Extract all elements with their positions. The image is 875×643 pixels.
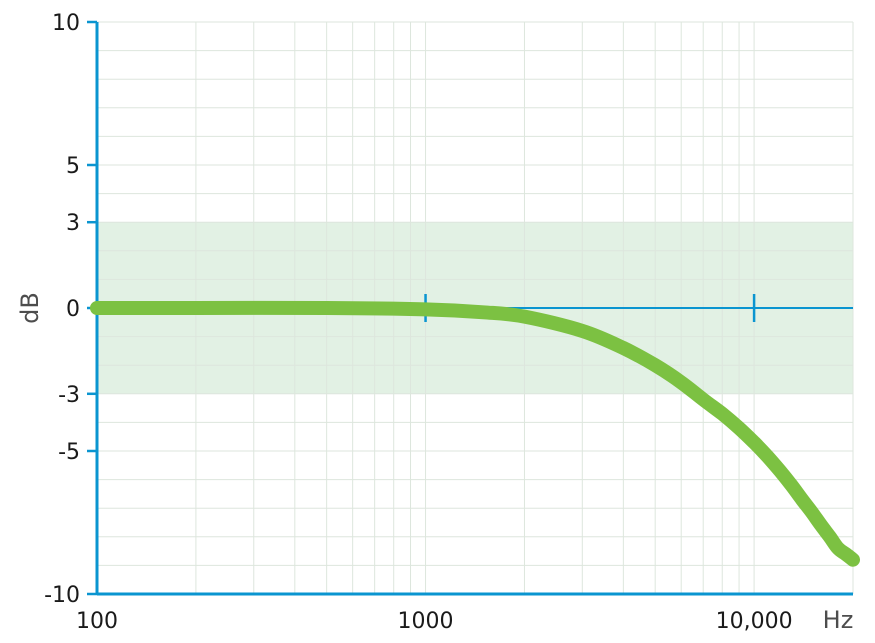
- y-tick-label: -10: [44, 583, 80, 608]
- y-tick-label: -5: [58, 440, 80, 465]
- y-tick-label: 0: [66, 297, 80, 322]
- y-tick-label: 3: [66, 211, 80, 236]
- x-tick-label: 1000: [398, 609, 454, 634]
- y-tick-label: -3: [58, 383, 80, 408]
- x-axis-label: Hz: [823, 606, 854, 634]
- y-tick-label: 5: [66, 154, 80, 179]
- x-tick-label: 10,000: [716, 609, 793, 634]
- response-curve: [90, 300, 860, 567]
- y-axis-label: dB: [16, 292, 44, 324]
- x-tick-label: 100: [76, 609, 118, 634]
- y-tick-label: 10: [52, 11, 80, 36]
